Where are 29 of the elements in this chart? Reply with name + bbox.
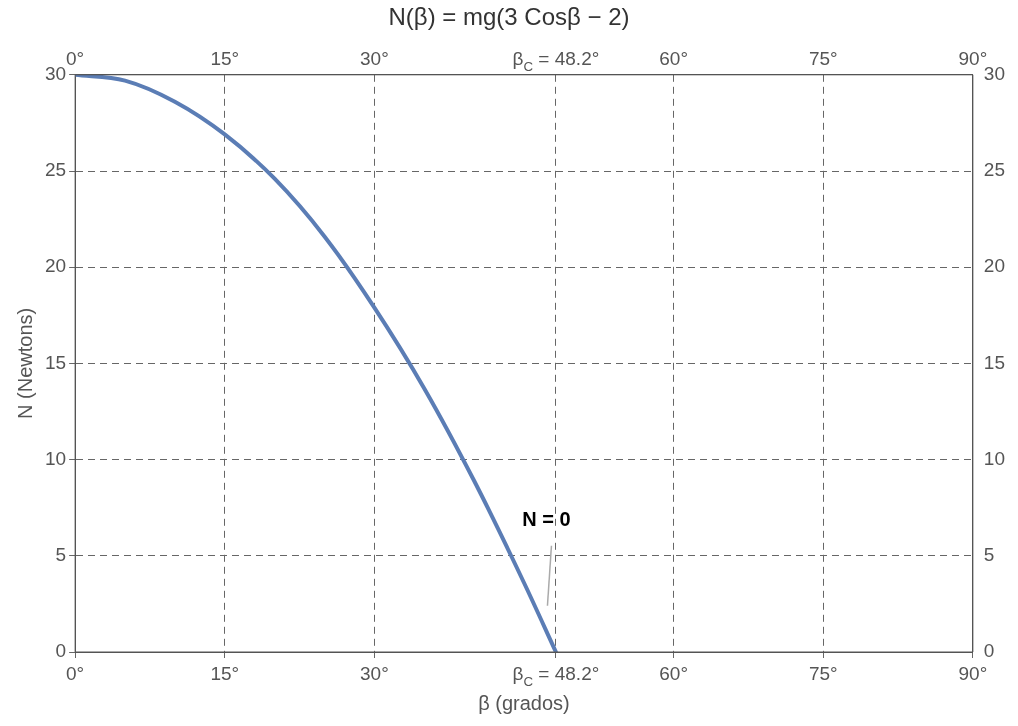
x-tick-label: 30°	[360, 47, 389, 69]
x2-tick-label: 90°	[958, 663, 988, 684]
y-tick-label: 20	[44, 255, 67, 277]
y-tick-label: 30	[44, 63, 67, 85]
y2-tick-label: 30	[983, 63, 1006, 85]
y2-tick-label: 5	[983, 544, 995, 566]
y2-tick-label: 15	[983, 351, 1006, 373]
y-tick-label: 10	[44, 447, 67, 469]
x-tick-label: 60°	[659, 47, 688, 69]
x2-tick-label: 30°	[360, 663, 389, 684]
x-axis-title: β (grados)	[478, 691, 570, 714]
y-tick-label: 15	[44, 351, 67, 373]
x2-tick-label: 60°	[659, 663, 688, 684]
y2-tick-label: 0	[983, 640, 995, 662]
y2-tick-label: 20	[983, 255, 1006, 277]
y2-tick-label: 25	[983, 159, 1006, 181]
y-tick-label: 25	[44, 159, 67, 181]
y-tick-label: 5	[55, 544, 67, 566]
x2-tick-label: 75°	[808, 663, 838, 684]
x-tick-label: 75°	[808, 47, 838, 69]
y-axis-title: N (Newtons)	[13, 307, 36, 419]
x-tick-label: 15°	[210, 47, 240, 69]
x2-tick-label: 0°	[66, 663, 85, 684]
annotation: N = 0	[522, 508, 571, 531]
x2-tick-label: 15°	[210, 663, 240, 684]
chart-title: N(β) = mg(3 Cosβ − 2)	[388, 3, 630, 31]
y2-tick-label: 10	[983, 447, 1006, 469]
y-tick-label: 0	[55, 640, 67, 662]
x-tick-label: 0°	[66, 47, 85, 69]
